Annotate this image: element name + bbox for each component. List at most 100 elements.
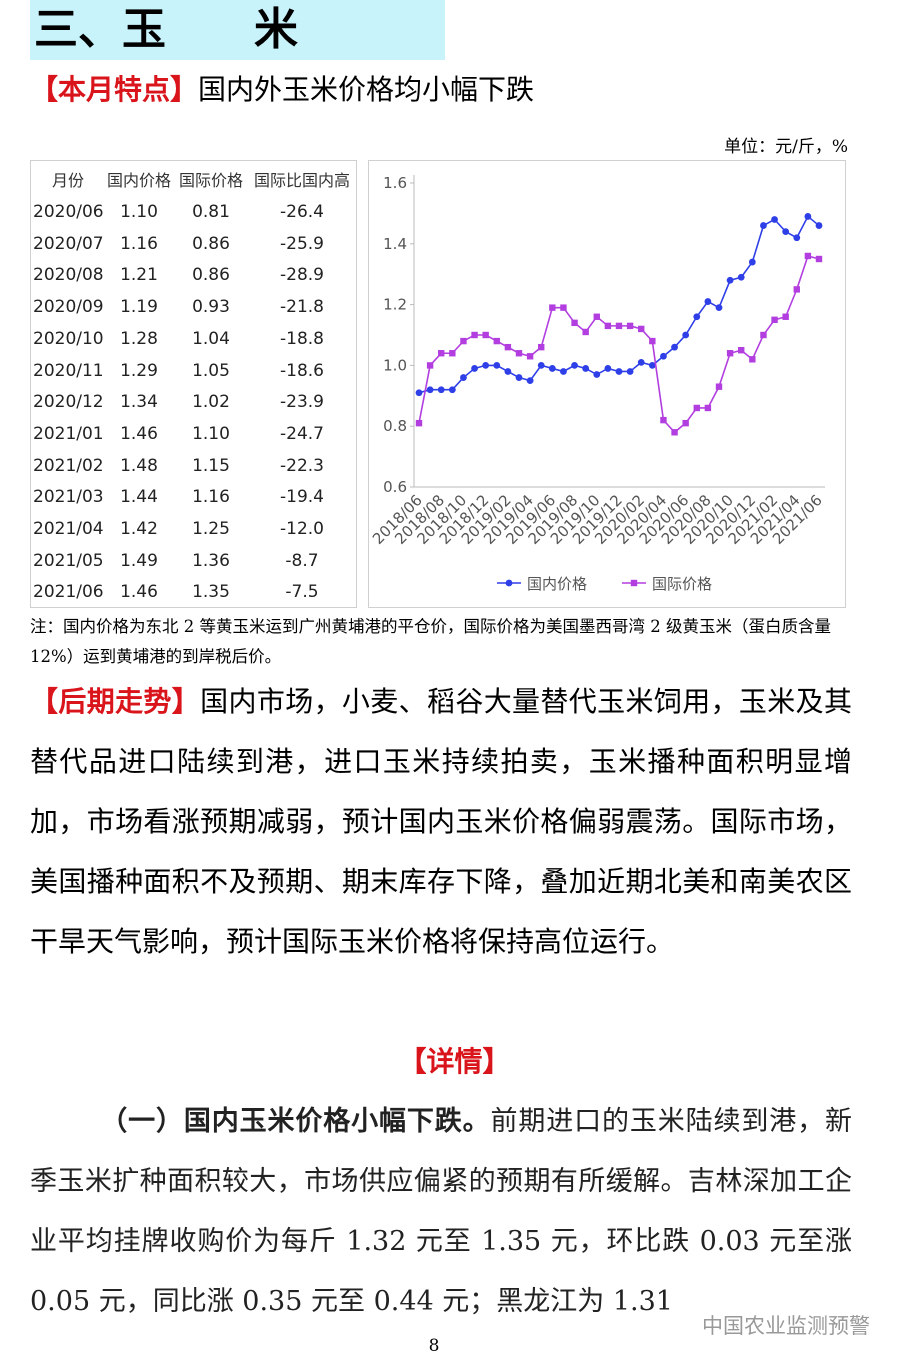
point (448, 386, 456, 394)
point (704, 404, 712, 412)
summary-label: 【本月特点】 (30, 73, 199, 106)
point (515, 350, 523, 357)
summary: 【本月特点】国内外玉米价格均小幅下跌 (30, 70, 534, 110)
point (582, 328, 589, 336)
point (415, 389, 423, 397)
point (682, 419, 689, 427)
table-row: 2021/01 1.46 1.10 -24.7 (31, 419, 356, 451)
y-tick-label: 0.8 (383, 417, 407, 435)
table-cell: 2020/09 (33, 297, 104, 318)
point (538, 343, 545, 351)
point (737, 273, 745, 281)
table-row: 2020/07 1.16 0.86 -25.9 (31, 229, 356, 261)
table-cell: 1.16 (192, 487, 230, 508)
table-cell: 1.04 (192, 328, 230, 349)
legend-marker (630, 579, 638, 587)
table-cell: 1.36 (192, 550, 230, 571)
legend-marker (505, 579, 513, 587)
unit: 单位：元/斤，% (724, 137, 848, 157)
point (649, 337, 656, 345)
point (493, 337, 500, 345)
table-cell: 2020/10 (33, 328, 104, 349)
table-cell: 2020/11 (33, 360, 104, 381)
point (804, 213, 812, 220)
point (760, 331, 767, 339)
table-cell: -8.7 (285, 550, 319, 571)
point (493, 362, 501, 369)
outlook-text: 国内市场，小麦、稻谷大量替代玉米饲用，玉米及其替代品进口陆续到港，进口玉米持续拍… (30, 685, 852, 958)
point (438, 350, 445, 357)
table-cell: 1.10 (120, 202, 158, 222)
point (793, 286, 800, 293)
point (815, 222, 823, 229)
table-cell: 1.16 (120, 233, 158, 254)
point (693, 404, 700, 412)
table-cell: -18.6 (280, 360, 324, 381)
point (449, 350, 456, 357)
table-cell: -28.9 (280, 265, 324, 286)
table-row: 2020/08 1.21 0.86 -28.9 (31, 260, 356, 292)
table-cell: 2021/02 (33, 455, 104, 476)
table-cell: 1.25 (192, 519, 230, 539)
table-cell: 1.28 (120, 328, 158, 349)
table-cell: -22.3 (280, 455, 324, 476)
point (426, 362, 434, 369)
point (749, 356, 756, 363)
section-title: 三、玉 米 (30, 0, 445, 60)
point (771, 216, 778, 223)
table-cell: -25.9 (280, 233, 324, 254)
point (482, 362, 490, 369)
point (604, 365, 612, 372)
table-row: 2021/02 1.48 1.15 -22.3 (31, 451, 356, 483)
table-row: 2020/12 1.34 1.02 -23.9 (31, 387, 356, 419)
table-cell: 1.35 (192, 582, 230, 603)
column-header: 国际比国内高 (253, 171, 350, 190)
point (626, 322, 634, 330)
page-number: 8 (428, 1336, 440, 1356)
legend-label: 国内价格 (527, 575, 587, 593)
point (571, 319, 578, 327)
chart-box: 0.6 0.8 1.0 1.2 1.4 1.6 2018/06 2018/08 2018/10 2… (368, 160, 846, 608)
table-row: 2020/10 1.28 1.04 -18.8 (31, 324, 356, 356)
table-cell: 1.34 (120, 392, 158, 413)
point (671, 343, 678, 351)
table-cell: -26.4 (280, 202, 324, 222)
point (582, 365, 590, 372)
table-cell: 0.86 (192, 265, 230, 286)
point (626, 368, 634, 375)
table-cell: 1.19 (120, 297, 158, 318)
point (415, 419, 423, 427)
table-cell: -7.5 (285, 582, 319, 603)
point (704, 298, 712, 305)
point (604, 322, 612, 330)
legend-label: 国际价格 (652, 575, 712, 593)
table-row: 2020/09 1.19 0.93 -21.8 (31, 292, 356, 324)
point (615, 368, 623, 375)
point (460, 337, 467, 345)
note: 注：国内价格为东北 2 等黄玉米运到广州黄埔港的平仓价，国际价格为美国墨西哥湾 … (30, 617, 831, 666)
point (726, 276, 734, 284)
point (437, 386, 445, 394)
table-row: 2021/05 1.49 1.36 -8.7 (31, 546, 356, 578)
y-tick-label: 1.2 (383, 296, 407, 314)
price-table: 月份 国内价格 国际价格 国际比国内高 2020/06 1.10 0.81 -26.4 2020… (30, 160, 357, 608)
point (593, 313, 600, 320)
point (537, 362, 545, 369)
point (460, 374, 467, 381)
point (660, 352, 667, 360)
table-cell: 2020/12 (33, 392, 104, 413)
point (771, 316, 778, 323)
table-cell: 1.29 (120, 360, 158, 381)
table-cell: 1.46 (120, 423, 158, 444)
y-tick-label: 0.6 (383, 478, 407, 496)
table-cell: 0.93 (192, 297, 230, 318)
point (748, 258, 756, 266)
point (715, 383, 723, 390)
series-line (418, 215, 820, 394)
point (471, 365, 478, 372)
point (738, 347, 745, 354)
point (682, 331, 690, 339)
summary-text: 国内外玉米价格均小幅下跌 (198, 73, 535, 106)
watermark: 中国农业监测预警 (702, 1310, 870, 1340)
